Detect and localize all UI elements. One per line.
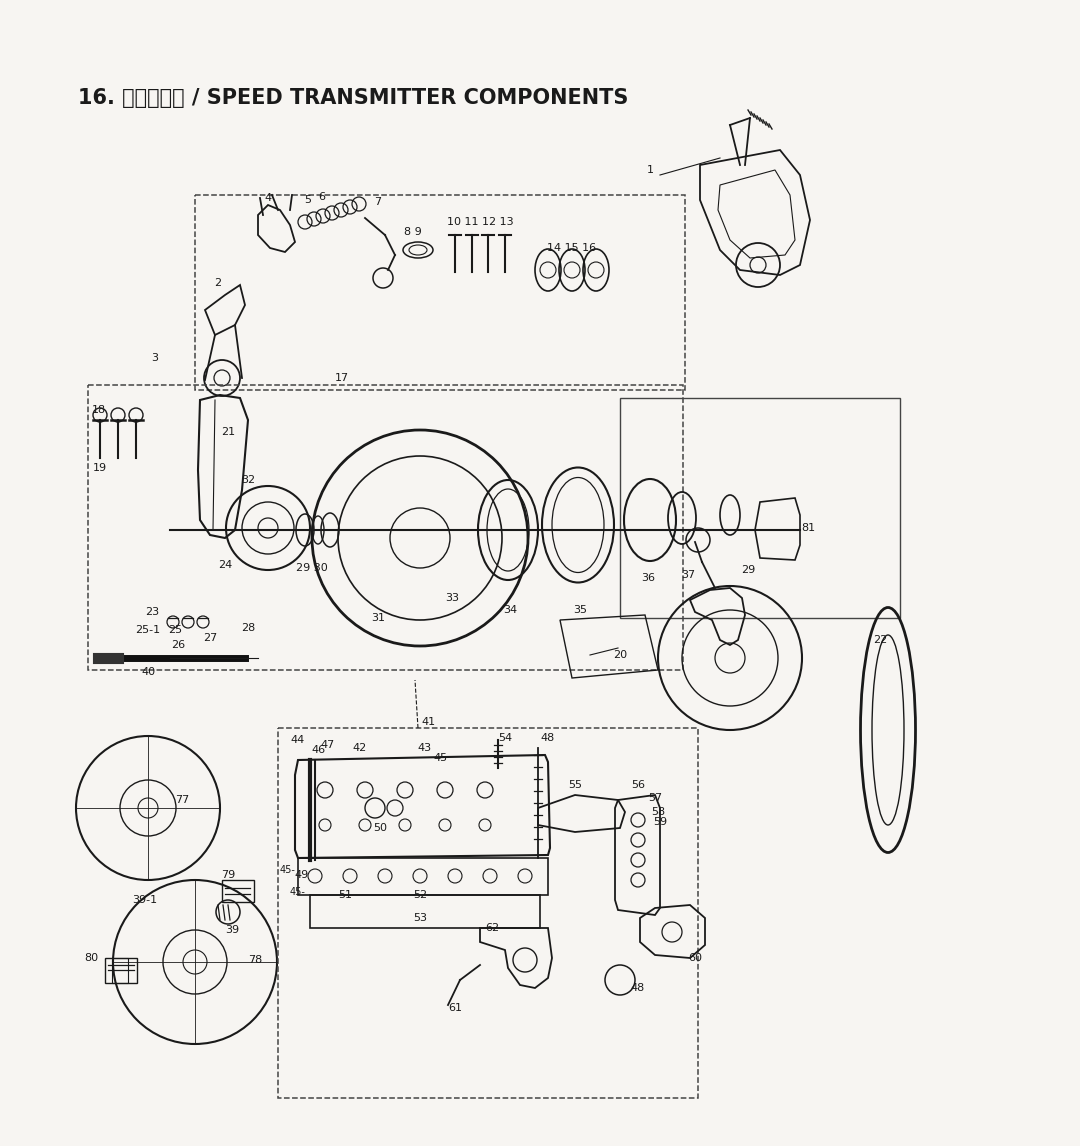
Text: 47: 47 [321,740,335,749]
Text: 19: 19 [93,463,107,473]
Text: 48: 48 [631,983,645,992]
Text: 24: 24 [218,560,232,570]
Text: 28: 28 [241,623,255,633]
Text: 77: 77 [175,795,189,804]
Text: 26: 26 [171,639,185,650]
Text: 55: 55 [568,780,582,790]
Text: 50: 50 [373,823,387,833]
Text: 21: 21 [221,427,235,437]
Text: 29: 29 [741,565,755,575]
Text: 54: 54 [498,733,512,743]
Text: 42: 42 [353,743,367,753]
Text: 25-1: 25-1 [135,625,161,635]
Text: 61: 61 [448,1003,462,1013]
Text: 29 30: 29 30 [296,563,328,573]
Text: 16. 减速机关系 / SPEED TRANSMITTER COMPONENTS: 16. 减速机关系 / SPEED TRANSMITTER COMPONENTS [78,88,629,108]
Text: 22: 22 [873,635,887,645]
Text: 53: 53 [413,913,427,923]
Bar [87,385,683,670]
Text: 36: 36 [642,573,654,583]
Text: 45-: 45- [291,887,306,897]
Text: 49: 49 [295,870,309,880]
Text: 39: 39 [225,925,239,935]
Text: 5: 5 [305,195,311,205]
Text: 1: 1 [647,165,653,175]
Text: 4: 4 [265,193,271,203]
Text: 39-1: 39-1 [133,895,158,905]
Text: 41: 41 [421,717,435,727]
Text: 44: 44 [291,735,306,745]
Text: 2: 2 [215,278,221,288]
Text: 78: 78 [248,955,262,965]
Text: 81: 81 [801,523,815,533]
Text: 62: 62 [485,923,499,933]
Text: 52: 52 [413,890,427,900]
Text: 80: 80 [84,953,98,963]
Text: 18: 18 [92,405,106,415]
Text: 17: 17 [335,372,349,383]
Text: 8 9: 8 9 [404,227,422,237]
Text: 32: 32 [241,474,255,485]
Text: 56: 56 [631,780,645,790]
Text: 31: 31 [372,613,384,623]
Text: 45-: 45- [280,865,296,876]
Bar [278,728,698,1098]
Text: 40: 40 [140,667,156,677]
Text: 14 15 16: 14 15 16 [548,243,596,253]
Text: 27: 27 [203,633,217,643]
Text: 34: 34 [503,605,517,615]
Text: 25: 25 [167,625,183,635]
Text: 20: 20 [613,650,627,660]
Text: 48: 48 [541,733,555,743]
Text: 51: 51 [338,890,352,900]
Text: 43: 43 [418,743,432,753]
Text: 57: 57 [648,793,662,803]
Text: 35: 35 [573,605,588,615]
Text: 3: 3 [151,353,159,363]
Bar [620,398,900,618]
Bar [195,195,685,390]
Text: 59: 59 [653,817,667,827]
Text: 46: 46 [311,745,325,755]
Text: 23: 23 [145,607,159,617]
Text: 33: 33 [445,592,459,603]
Text: 60: 60 [688,953,702,963]
Text: 45: 45 [433,753,447,763]
Text: 58: 58 [651,807,665,817]
Text: 79: 79 [221,870,235,880]
Text: 37: 37 [680,570,696,580]
Text: 10 11 12 13: 10 11 12 13 [447,217,513,227]
Text: 6: 6 [319,193,325,202]
Text: 7: 7 [375,197,381,207]
